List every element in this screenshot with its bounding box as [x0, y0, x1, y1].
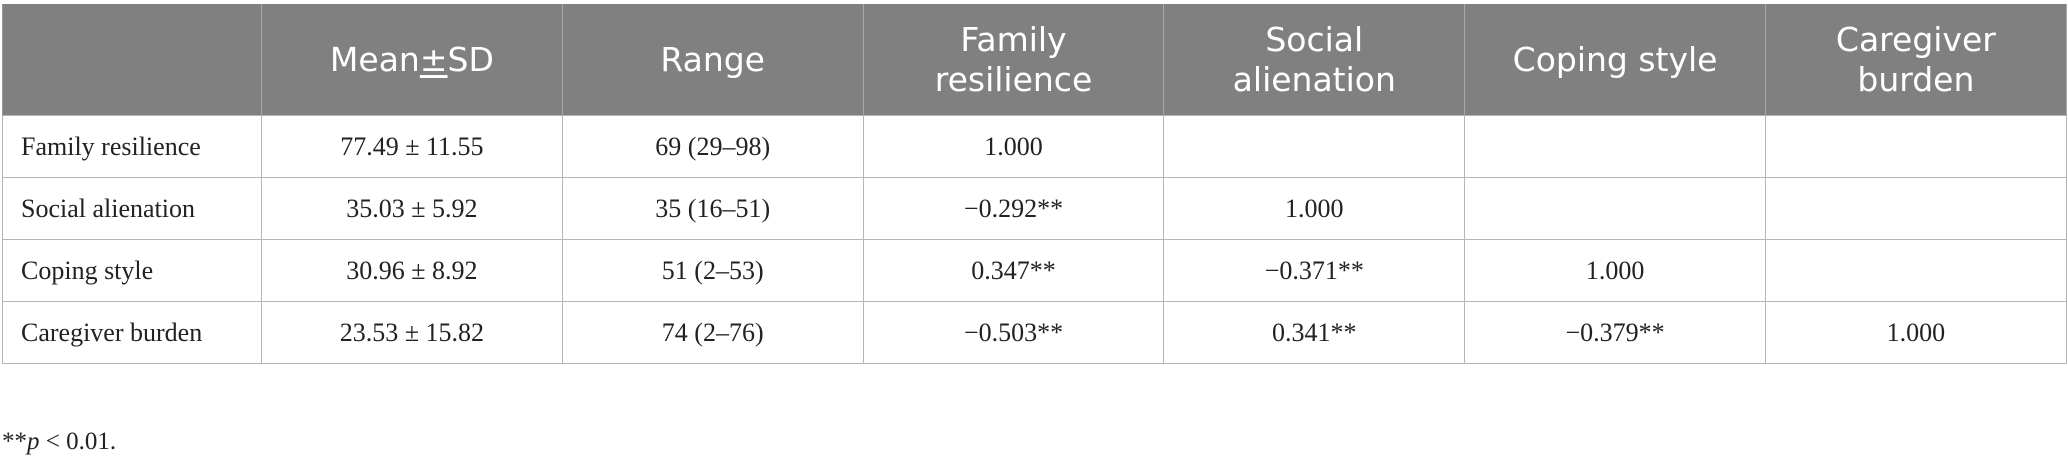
footnote-variable: p: [27, 428, 40, 455]
row-label: Social alienation: [2, 177, 262, 240]
cell-social-alienation: 1.000: [1163, 177, 1466, 240]
cell-range: 74 (2–76): [561, 301, 864, 364]
cell-family-resilience: −0.503**: [862, 301, 1165, 364]
header-social-alienation: Social alienation: [1163, 4, 1466, 116]
table-row: Coping style 30.96 ± 8.92 51 (2–53) 0.34…: [2, 239, 2067, 302]
row-label: Caregiver burden: [2, 301, 262, 364]
header-row: Mean±SD Range Family resilience Social ali…: [2, 4, 2067, 116]
cell-family-resilience: 1.000: [862, 115, 1165, 178]
header-coping-style: Coping style: [1464, 4, 1766, 116]
cell-mean-sd: 30.96 ± 8.92: [261, 239, 563, 302]
cell-range: 69 (29–98): [561, 115, 864, 178]
header-range: Range: [561, 4, 864, 116]
cell-mean-sd: 23.53 ± 15.82: [261, 301, 563, 364]
footnote-marker: **: [2, 428, 27, 455]
cell-range: 51 (2–53): [561, 239, 864, 302]
cell-range: 35 (16–51): [561, 177, 864, 240]
cell-social-alienation: 0.341**: [1163, 301, 1466, 364]
table-row: Social alienation 35.03 ± 5.92 35 (16–51…: [2, 177, 2067, 240]
header-mean-sd: Mean±SD: [261, 4, 563, 116]
cell-coping-style: [1464, 115, 1766, 178]
cell-family-resilience: 0.347**: [862, 239, 1165, 302]
cell-caregiver-burden: 1.000: [1764, 301, 2067, 364]
cell-caregiver-burden: [1764, 239, 2067, 302]
header-corner: [2, 4, 262, 116]
table-row: Family resilience 77.49 ± 11.55 69 (29–9…: [2, 115, 2067, 178]
footnote-text: < 0.01.: [39, 428, 117, 455]
cell-caregiver-burden: [1764, 115, 2067, 178]
cell-mean-sd: 35.03 ± 5.92: [261, 177, 563, 240]
row-label: Coping style: [2, 239, 262, 302]
cell-coping-style: 1.000: [1464, 239, 1766, 302]
footnote: **p < 0.01.: [2, 428, 116, 456]
cell-coping-style: −0.379**: [1464, 301, 1766, 364]
table-row: Caregiver burden 23.53 ± 15.82 74 (2–76)…: [2, 301, 2067, 364]
header-caregiver-burden: Caregiver burden: [1764, 4, 2067, 116]
cell-social-alienation: [1163, 115, 1466, 178]
correlation-table: Mean±SD Range Family resilience Social ali…: [2, 4, 2067, 364]
cell-caregiver-burden: [1764, 177, 2067, 240]
cell-mean-sd: 77.49 ± 11.55: [261, 115, 563, 178]
cell-family-resilience: −0.292**: [862, 177, 1165, 240]
cell-social-alienation: −0.371**: [1163, 239, 1466, 302]
header-family-resilience: Family resilience: [862, 4, 1165, 116]
row-label: Family resilience: [2, 115, 262, 178]
cell-coping-style: [1464, 177, 1766, 240]
